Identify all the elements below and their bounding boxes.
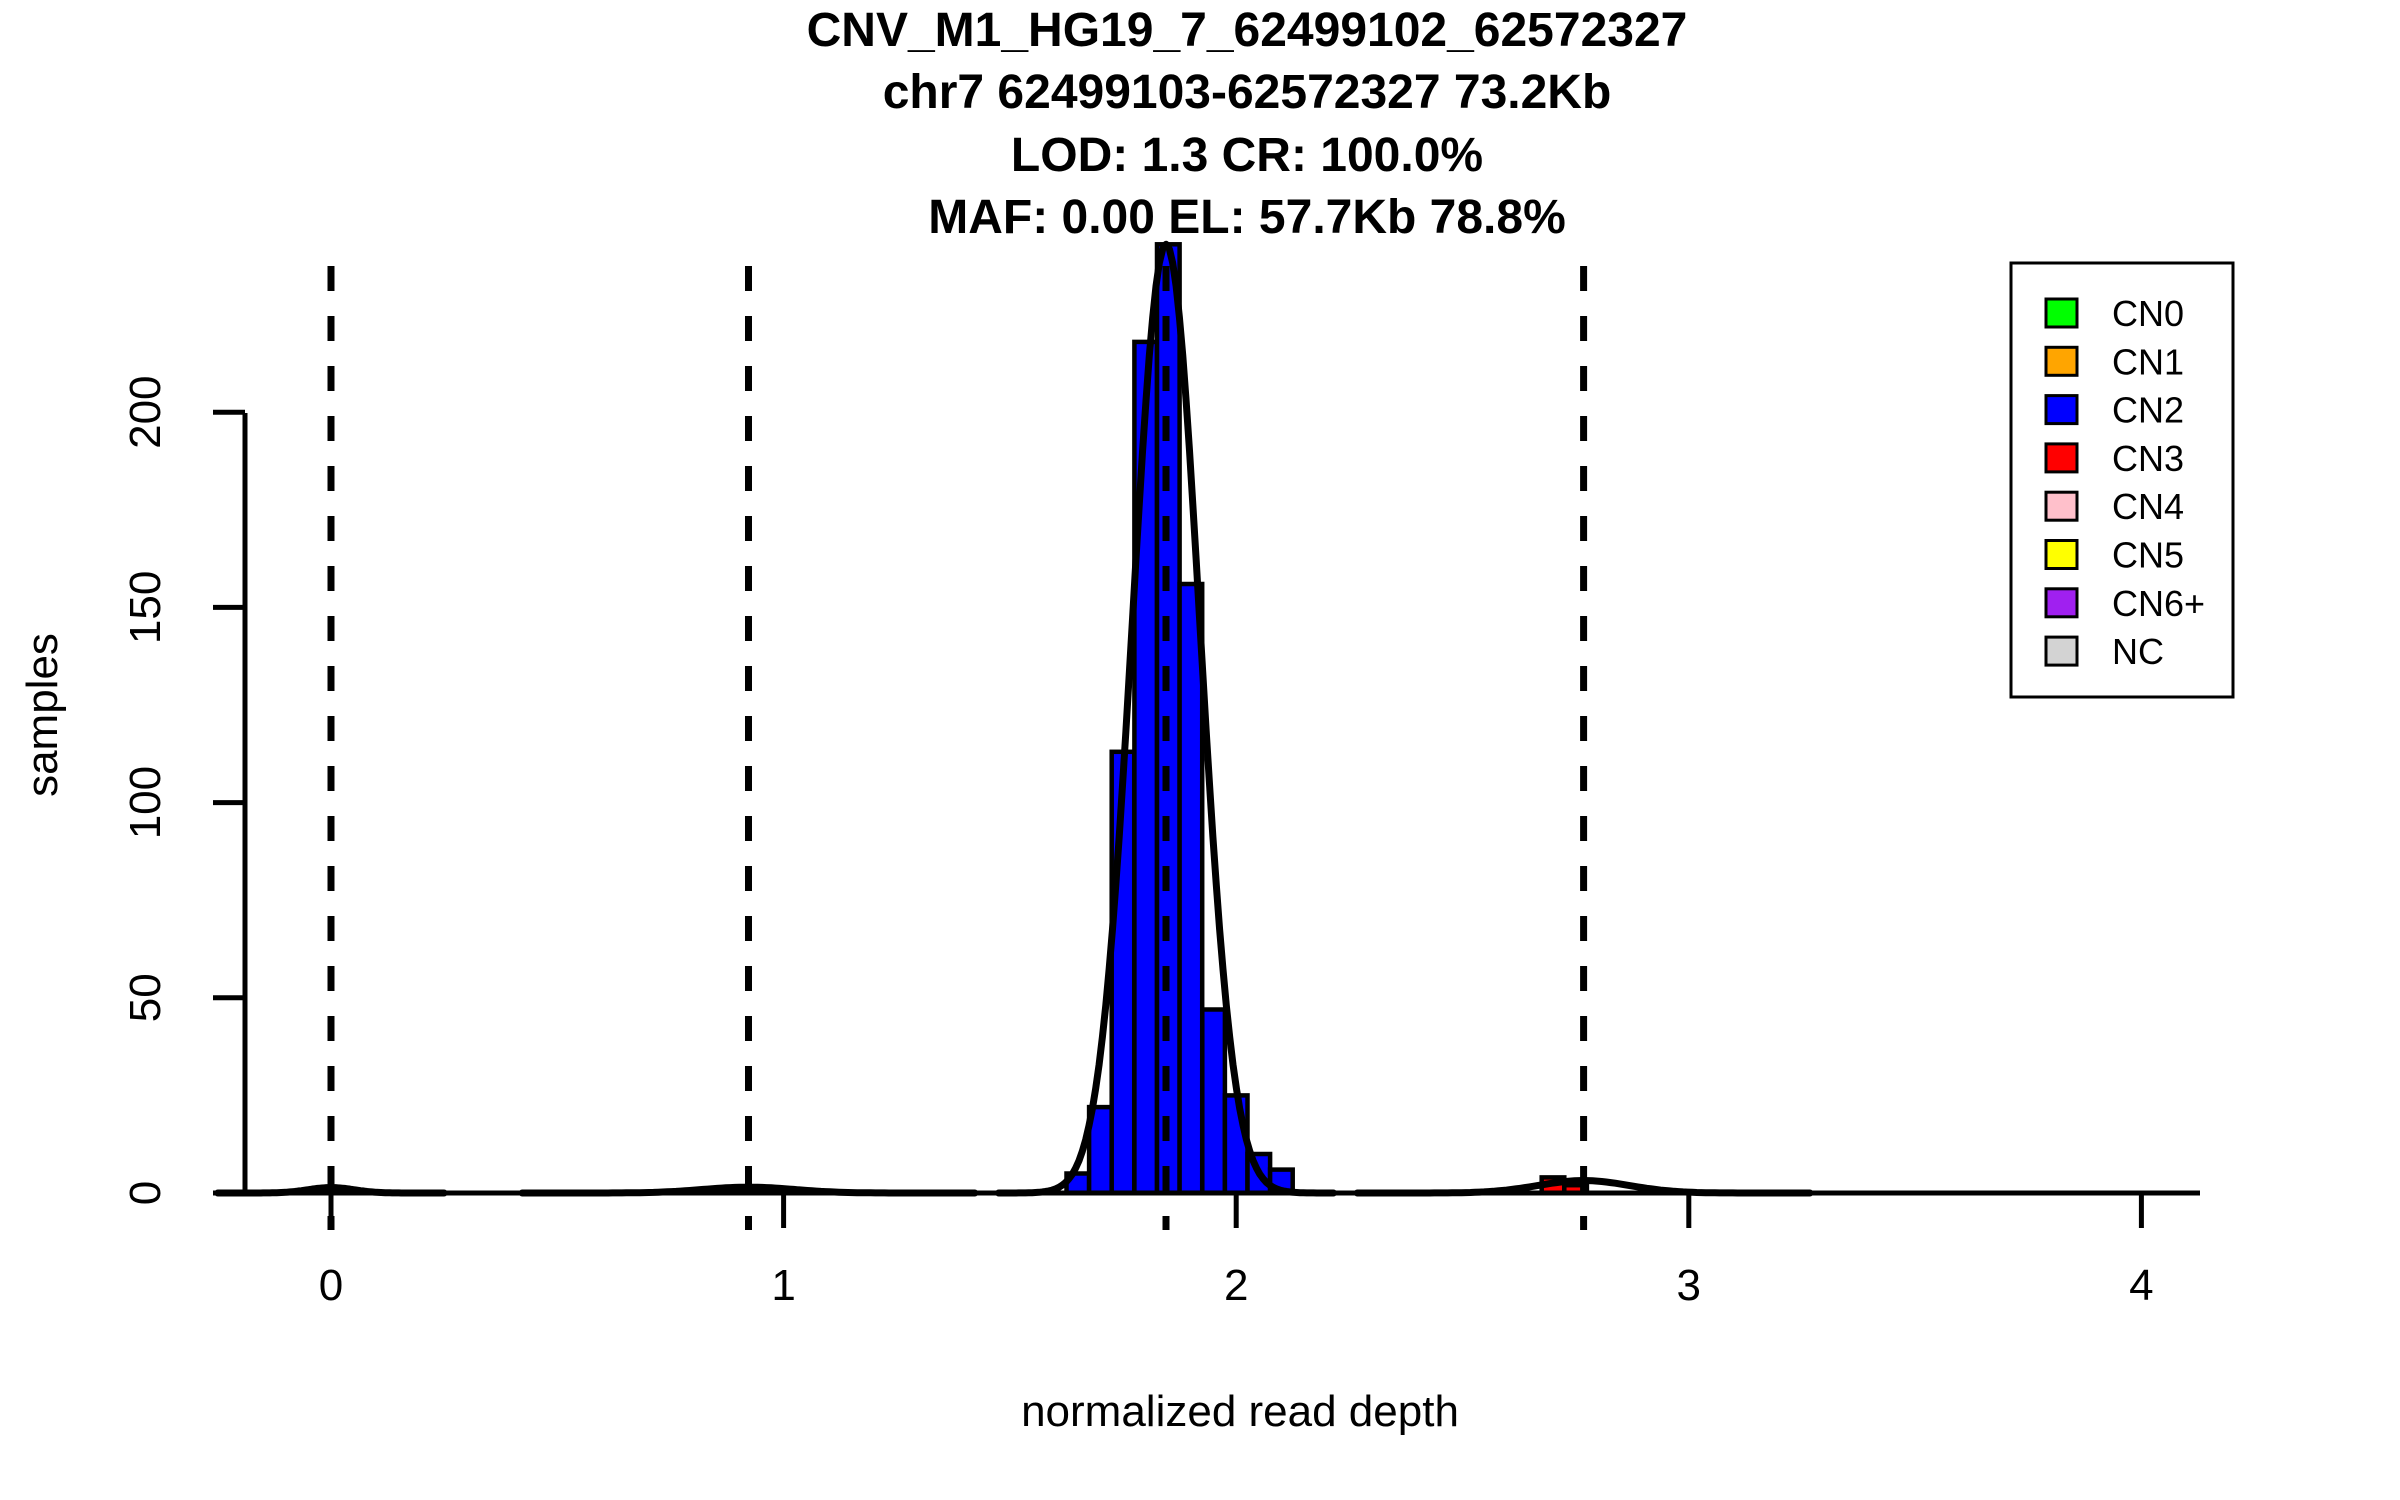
legend-label-cn4: CN4 <box>2112 486 2184 527</box>
y-tick-label: 50 <box>121 973 170 1022</box>
legend-swatch-cn4 <box>2044 490 2079 522</box>
histogram-bar-cn2 <box>1177 581 1205 1196</box>
legend-label-cn5: CN5 <box>2112 535 2184 576</box>
legend-swatch-cn5 <box>2044 539 2079 570</box>
legend-swatch-cn2 <box>2044 394 2079 426</box>
x-tick-label: 0 <box>319 1261 343 1310</box>
x-axis-title: normalized read depth <box>1021 1387 1459 1436</box>
legend-swatch-cn3 <box>2044 442 2079 474</box>
y-tick-label: 100 <box>121 766 170 839</box>
legend-label-nc: NC <box>2112 631 2164 672</box>
histogram-bar-cn2 <box>1200 1007 1228 1196</box>
legend-swatch-cn1 <box>2044 345 2079 377</box>
legend-swatch-cn0 <box>2044 297 2079 329</box>
y-tick-label: 200 <box>121 375 170 448</box>
legend-label-cn3: CN3 <box>2112 438 2184 479</box>
legend-swatch-cn6plus <box>2044 587 2079 619</box>
title-line-3: LOD: 1.3 CR: 100.0% <box>1011 129 1483 182</box>
title-line-2: chr7 62499103-62572327 73.2Kb <box>883 66 1612 119</box>
legend-label-cn0: CN0 <box>2112 293 2184 334</box>
legend-label-cn1: CN1 <box>2112 341 2184 382</box>
x-tick-label: 1 <box>771 1261 795 1310</box>
x-tick-label: 4 <box>2129 1261 2153 1310</box>
legend-swatch-nc <box>2044 635 2079 667</box>
legend-label-cn6plus: CN6+ <box>2112 583 2205 624</box>
legend-label-cn2: CN2 <box>2112 390 2184 431</box>
x-tick-label: 2 <box>1224 1261 1248 1310</box>
y-tick-label: 0 <box>121 1181 170 1205</box>
legend-box <box>2009 261 2235 699</box>
histogram-bar-cn2 <box>1132 339 1160 1196</box>
title-line-4: MAF: 0.00 EL: 57.7Kb 78.8% <box>928 191 1566 244</box>
plot-area: 0 1 2 3 4 0 50 100 150 200 CN0 CN1 CN2 CN3 CN4 CN5 CN6+ N… <box>121 240 2235 1310</box>
y-tick-label: 150 <box>121 571 170 644</box>
x-tick-label: 3 <box>1677 1261 1701 1310</box>
title-line-1: CNV_M1_HG19_7_62499102_62572327 <box>807 4 1688 57</box>
density-curve <box>995 240 1337 1197</box>
chart-title: CNV_M1_HG19_7_62499102_62572327 chr7 624… <box>807 4 1688 244</box>
y-axis-title: samples <box>18 633 67 797</box>
